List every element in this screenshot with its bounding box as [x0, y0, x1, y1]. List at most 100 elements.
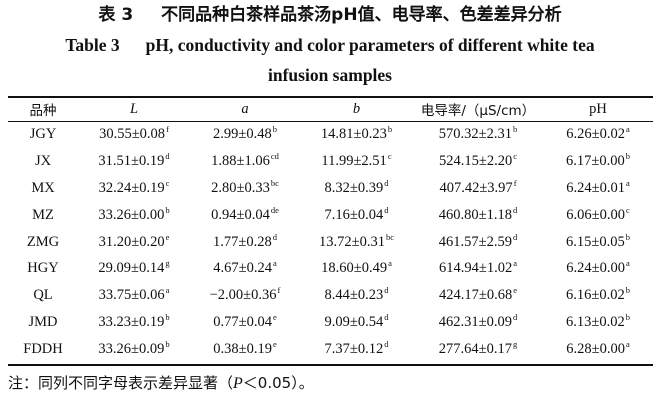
caption-chinese: 表 3 不同品种白茶样品茶汤pH值、电导率、色差差异分析 [0, 2, 660, 28]
cell-ph: 6.16±0.02b [543, 282, 653, 309]
cell-conductivity-significance: f [513, 177, 517, 188]
cell-b-significance: a [388, 258, 392, 269]
cell-b: 8.32±0.39d [300, 175, 413, 202]
cell-conductivity-value: 524.15±2.20 [439, 152, 513, 169]
cell-ph-significance: a [625, 177, 630, 188]
cell-conductivity-value: 614.94±1.02 [439, 260, 513, 277]
cell-l-significance: f [166, 123, 169, 134]
cell-variety: MZ [32, 206, 54, 223]
cell-b-significance: d [384, 312, 389, 323]
cell-l-value: 29.09±0.14 [98, 260, 165, 277]
caption-english-title: pH, conductivity and color parameters of… [145, 35, 595, 55]
cell-conductivity-significance: b [512, 123, 518, 134]
cell-a-value: 1.77±0.28 [213, 233, 272, 250]
cell-l-value: 32.24±0.19 [98, 179, 165, 196]
cell-a: 1.88±1.06cd [190, 148, 300, 175]
cell-l-value: 33.26±0.00 [98, 206, 165, 223]
cell-variety: QL [33, 287, 53, 304]
cell-a: 1.77±0.28d [190, 229, 300, 256]
cell-a-significance: cd [270, 150, 279, 161]
cell-b-value: 7.37±0.12 [324, 341, 384, 358]
cell-a: −2.00±0.36f [190, 282, 300, 309]
cell-b-value: 11.99±2.51 [321, 152, 387, 169]
cell-b-significance: d [384, 285, 389, 296]
footnote-suffix: ＜0.05）。 [242, 374, 314, 392]
cell-variety: MX [31, 179, 55, 196]
cell-ph-value: 6.16±0.02 [566, 287, 625, 304]
cell-conductivity: 461.57±2.59d [413, 229, 543, 256]
cell-conductivity-significance: d [512, 231, 518, 242]
cell-conductivity: 614.94±1.02a [413, 255, 543, 282]
cell-ph-value: 6.17±0.00 [566, 152, 625, 169]
cell-b: 14.81±0.23b [300, 121, 413, 148]
cell-a-value: −2.00±0.36 [209, 287, 277, 304]
cell-b-significance: d [384, 204, 389, 215]
table-row: MX 32.24±0.19c 2.80±0.33bc 8.32±0.39d 407.42… [8, 175, 653, 202]
cell-a-value: 0.77±0.04 [213, 314, 272, 331]
cell-b: 13.72±0.31bc [300, 229, 413, 256]
cell-ph-value: 6.26±0.02 [566, 125, 625, 142]
cell-l-value: 33.75±0.06 [98, 287, 165, 304]
header-variety: 品种 [29, 103, 57, 119]
cell-conductivity-significance: c [513, 150, 517, 161]
cell-l: 30.55±0.08f [78, 121, 190, 148]
cell-b-significance: b [387, 123, 393, 134]
cell-a-significance: e [272, 312, 277, 323]
cell-a-value: 0.94±0.04 [211, 206, 270, 223]
cell-ph-significance: b [625, 150, 630, 161]
cell-l-value: 30.55±0.08 [99, 125, 166, 142]
cell-b: 9.09±0.54d [300, 309, 413, 336]
cell-a: 2.80±0.33bc [190, 175, 300, 202]
cell-a-significance: de [270, 204, 279, 215]
cell-ph-value: 6.06±0.00 [566, 206, 625, 223]
cell-conductivity-value: 277.64±0.17 [438, 341, 512, 358]
data-table: 品种 L a b 电导率/（μS/cm） pH JGY 30.55±0.08f 2.… [8, 97, 653, 363]
cell-b: 7.37±0.12d [300, 336, 413, 363]
table-row: MZ 33.26±0.00b 0.94±0.04de 7.16±0.04d 460.80… [8, 202, 653, 229]
cell-variety: JGY [29, 125, 57, 142]
cell-variety: ZMG [26, 233, 60, 250]
cell-conductivity: 277.64±0.17g [413, 336, 543, 363]
cell-b: 11.99±2.51c [300, 148, 413, 175]
cell-l-significance: g [165, 258, 170, 269]
cell-b-value: 14.81±0.23 [320, 125, 387, 142]
cell-conductivity-significance: d [512, 204, 518, 215]
cell-b: 7.16±0.04d [300, 202, 413, 229]
cell-l-value: 31.51±0.19 [98, 152, 165, 169]
table-header-rule [8, 121, 653, 122]
cell-conductivity-significance: g [512, 339, 518, 350]
cell-ph-significance: a [625, 123, 630, 134]
cell-conductivity-value: 407.42±3.97 [439, 179, 513, 196]
header-b: b [352, 100, 361, 117]
cell-l: 31.20±0.20e [78, 229, 190, 256]
header-conductivity: 电导率/（μS/cm） [420, 103, 536, 119]
cell-b-value: 18.60±0.49 [321, 260, 388, 277]
cell-b: 18.60±0.49a [300, 255, 413, 282]
table-row: ZMG 31.20±0.20e 1.77±0.28d 13.72±0.31bc 461.… [8, 229, 653, 256]
caption-english-line2: infusion samples [268, 65, 392, 85]
cell-l-significance: e [165, 231, 170, 242]
cell-ph: 6.24±0.00a [543, 255, 653, 282]
caption-english-number: Table 3 [65, 35, 120, 55]
cell-conductivity-value: 461.57±2.59 [438, 233, 512, 250]
cell-l-value: 31.20±0.20 [98, 233, 165, 250]
cell-ph-value: 6.24±0.01 [566, 179, 625, 196]
cell-l-significance: b [165, 204, 170, 215]
header-l: L [129, 100, 139, 117]
cell-ph: 6.15±0.05b [543, 229, 653, 256]
cell-conductivity: 460.80±1.18d [413, 202, 543, 229]
cell-variety: JX [34, 152, 52, 169]
cell-a-significance: f [277, 285, 281, 296]
cell-ph-value: 6.15±0.05 [566, 233, 625, 250]
cell-a-significance: bc [270, 177, 279, 188]
caption-english-line1: Table 3 pH, conductivity and color parame… [0, 32, 660, 58]
cell-a: 0.38±0.19e [190, 336, 300, 363]
footnote-p: P [233, 375, 243, 392]
cell-variety: HGY [27, 260, 59, 277]
cell-l-significance: b [165, 339, 170, 350]
cell-ph-significance: b [625, 231, 630, 242]
cell-conductivity: 570.32±2.31b [413, 121, 543, 148]
cell-variety: FDDH [23, 341, 63, 358]
cell-b-significance: c [387, 150, 392, 161]
